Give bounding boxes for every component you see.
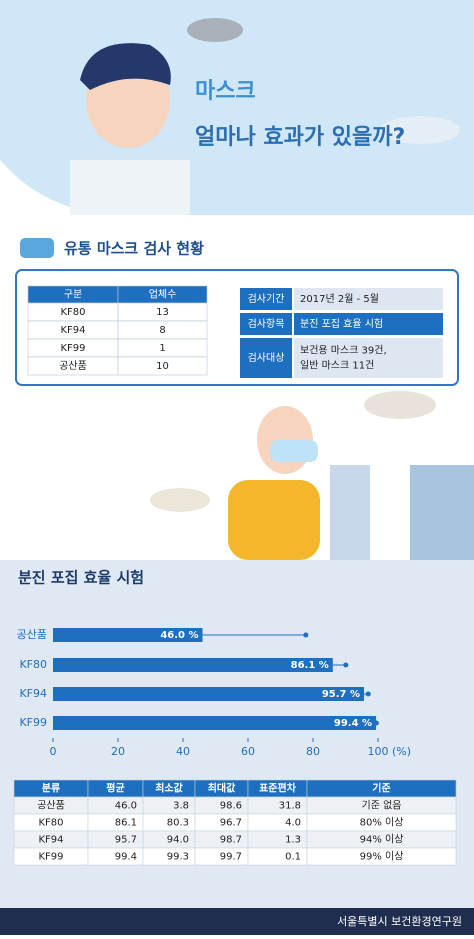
table-cell-text: 1 — [159, 343, 165, 354]
person-body — [228, 480, 320, 560]
x-tick-label: 80 — [306, 745, 320, 758]
table-cell-text: 공산품 — [37, 800, 65, 812]
table-cell-text: 99% 이상 — [360, 851, 404, 863]
table-cell-text: 80% 이상 — [360, 817, 404, 829]
info-label: 검사항목 — [248, 318, 285, 330]
x-tick-label: 20 — [111, 745, 125, 758]
table-cell-text: 99.3 — [167, 852, 189, 863]
table-cell-text: 3.8 — [173, 801, 189, 812]
table-cell-text: 46.0 — [115, 801, 137, 812]
section-title: 유통 마스크 검사 현황 — [64, 240, 204, 258]
y-tick-label: 공산품 — [17, 628, 47, 641]
table-cell-text: 94.0 — [167, 835, 189, 846]
table-cell-text: 98.7 — [220, 835, 242, 846]
table-cell-text: 31.8 — [279, 801, 301, 812]
error-cap — [365, 691, 371, 697]
table-cell-text: KF80 — [38, 818, 63, 829]
info-value: 2017년 2월 - 5월 — [300, 293, 379, 305]
title-line: 마스크 — [195, 79, 256, 104]
table-cell — [306, 847, 457, 866]
mask — [270, 440, 318, 462]
x-axis-label: (%) — [392, 745, 411, 758]
table-cell-text: 1.3 — [285, 835, 301, 846]
table-cell-text: 기준 없음 — [362, 799, 402, 812]
x-tick-label: 0 — [50, 745, 57, 758]
cloud — [150, 488, 210, 512]
info-label-cell — [240, 338, 292, 378]
x-tick-label: 100 — [368, 745, 389, 758]
table-header: 분류 — [42, 783, 60, 795]
section-title: 분진 포집 효율 시험 — [18, 569, 144, 587]
info-value-cell — [294, 338, 443, 378]
person-hair — [80, 43, 171, 90]
cloud — [187, 18, 243, 42]
y-tick-label: KF99 — [19, 716, 47, 729]
building — [330, 465, 370, 560]
value-label: 99.4 % — [334, 718, 372, 729]
info-label: 검사기간 — [248, 293, 285, 305]
table-cell-text: 80.3 — [167, 818, 189, 829]
info-value-cell — [294, 313, 443, 335]
value-label: 86.1 % — [291, 660, 329, 671]
bar — [53, 716, 377, 730]
table-cell-text: 86.1 — [115, 818, 137, 829]
table-cell-text: 0.1 — [285, 852, 301, 863]
info-value: 보건용 마스크 39건, — [300, 345, 387, 357]
table-header: 최대값 — [208, 782, 236, 795]
table-cell-text: 99.4 — [115, 852, 137, 863]
table-cell-text: 공산품 — [59, 360, 87, 372]
table-cell-text: 95.7 — [115, 835, 137, 846]
table-cell-text: 13 — [156, 307, 169, 318]
table-cell-text: 8 — [159, 325, 165, 336]
info-label-cell — [240, 288, 292, 310]
table-header: 최소값 — [155, 782, 183, 795]
info-value: 일반 마스크 11건 — [300, 360, 374, 372]
info-value: 분진 포집 효율 시험 — [300, 318, 383, 330]
table-cell-text: 96.7 — [220, 818, 242, 829]
mask-icon — [20, 238, 54, 258]
table-cell-text: 94% 이상 — [360, 834, 404, 846]
table-cell — [117, 356, 208, 376]
table-cell-text: KF94 — [60, 325, 85, 336]
building — [410, 465, 474, 560]
bar — [53, 628, 203, 642]
header-curve — [0, 160, 474, 230]
table-cell-text: KF80 — [60, 307, 85, 318]
table-header: 업체수 — [149, 288, 177, 301]
bar — [53, 658, 333, 672]
table-cell-text: 98.6 — [220, 801, 242, 812]
y-tick-label: KF80 — [19, 658, 47, 671]
cloud — [380, 116, 460, 144]
bar — [53, 687, 365, 701]
person-body — [70, 160, 190, 215]
table-header: 평균 — [106, 782, 124, 795]
footer — [0, 908, 474, 935]
value-label: 95.7 % — [322, 689, 360, 700]
table-cell-text: 4.0 — [285, 818, 301, 829]
title-line: 얼마나 효과가 있을까? — [195, 125, 405, 150]
info-label: 검사대상 — [248, 352, 285, 364]
table-cell-text: 99.7 — [220, 852, 242, 863]
cloud — [364, 391, 436, 419]
footer-text: 서울특별시 보건환경연구원 — [337, 915, 462, 928]
y-tick-label: KF94 — [19, 687, 47, 700]
x-tick-label: 60 — [241, 745, 255, 758]
table-header: 구분 — [64, 289, 82, 301]
value-label: 46.0 % — [160, 630, 198, 641]
table-header: 기준 — [372, 782, 390, 795]
info-label-cell — [240, 313, 292, 335]
info-value-cell — [294, 288, 443, 310]
table-header: 표준편차 — [259, 782, 297, 795]
x-tick-label: 40 — [176, 745, 190, 758]
table-cell-text: KF99 — [38, 852, 63, 863]
table-cell-text: KF99 — [60, 343, 85, 354]
table-cell-text: 10 — [156, 361, 169, 372]
error-cap — [343, 662, 349, 668]
error-cap — [303, 632, 309, 638]
table-cell-text: KF94 — [38, 835, 63, 846]
